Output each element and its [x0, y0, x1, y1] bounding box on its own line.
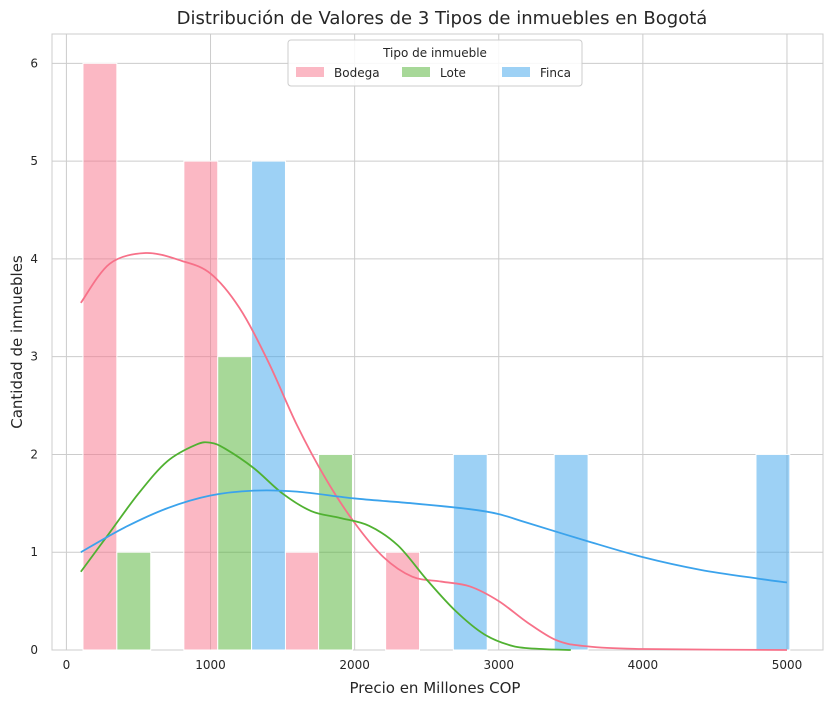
bar-lote-2 [318, 453, 353, 651]
bars [82, 62, 791, 651]
x-tick-label-0: 0 [63, 658, 71, 672]
x-tick-label-2000: 2000 [339, 658, 370, 672]
legend-label-bodega: Bodega [334, 66, 380, 80]
x-tick-label-5000: 5000 [772, 658, 803, 672]
x-tick-labels: 0 1000 2000 3000 4000 5000 [63, 658, 803, 672]
y-tick-label-1: 1 [30, 545, 38, 559]
bar-finca-3 [755, 453, 791, 651]
kde-line-finca [80, 489, 788, 584]
legend-swatch-bodega [296, 67, 324, 77]
legend-title: Tipo de inmueble [382, 46, 487, 60]
y-tick-label-5: 5 [30, 154, 38, 168]
bar-finca-1 [452, 453, 488, 651]
x-tick-label-4000: 4000 [628, 658, 659, 672]
chart-title: Distribución de Valores de 3 Tipos de in… [177, 8, 708, 29]
legend: Tipo de inmueble Bodega Lote Finca [287, 39, 583, 87]
bar-lote-0 [116, 551, 152, 651]
y-tick-label-4: 4 [30, 252, 38, 266]
y-axis-label: Cantidad de inmuebles [8, 255, 26, 429]
bar-bodega-0 [82, 62, 118, 651]
y-tick-label-3: 3 [30, 350, 38, 364]
bar-finca-0 [251, 160, 286, 651]
y-tick-label-6: 6 [30, 56, 38, 70]
bar-lote-1 [217, 356, 253, 651]
legend-swatch-finca [502, 67, 530, 77]
legend-swatch-lote [402, 67, 430, 77]
bar-bodega-1 [183, 160, 219, 651]
legend-label-finca: Finca [540, 66, 571, 80]
y-tick-labels: 0 1 2 3 4 5 6 [30, 56, 38, 657]
x-tick-label-1000: 1000 [195, 658, 226, 672]
kde-line-bodega [80, 252, 787, 651]
kde-line-lote [80, 441, 571, 651]
plot-area [51, 33, 824, 651]
kde-lines [80, 252, 788, 651]
x-axis-label: Precio en Millones COP [350, 679, 521, 697]
y-tick-label-2: 2 [30, 447, 38, 461]
legend-label-lote: Lote [440, 66, 466, 80]
bar-finca-2 [553, 453, 589, 651]
x-tick-label-3000: 3000 [483, 658, 514, 672]
bar-bodega-3 [385, 551, 420, 651]
bar-bodega-2 [284, 551, 320, 651]
y-tick-label-0: 0 [30, 643, 38, 657]
